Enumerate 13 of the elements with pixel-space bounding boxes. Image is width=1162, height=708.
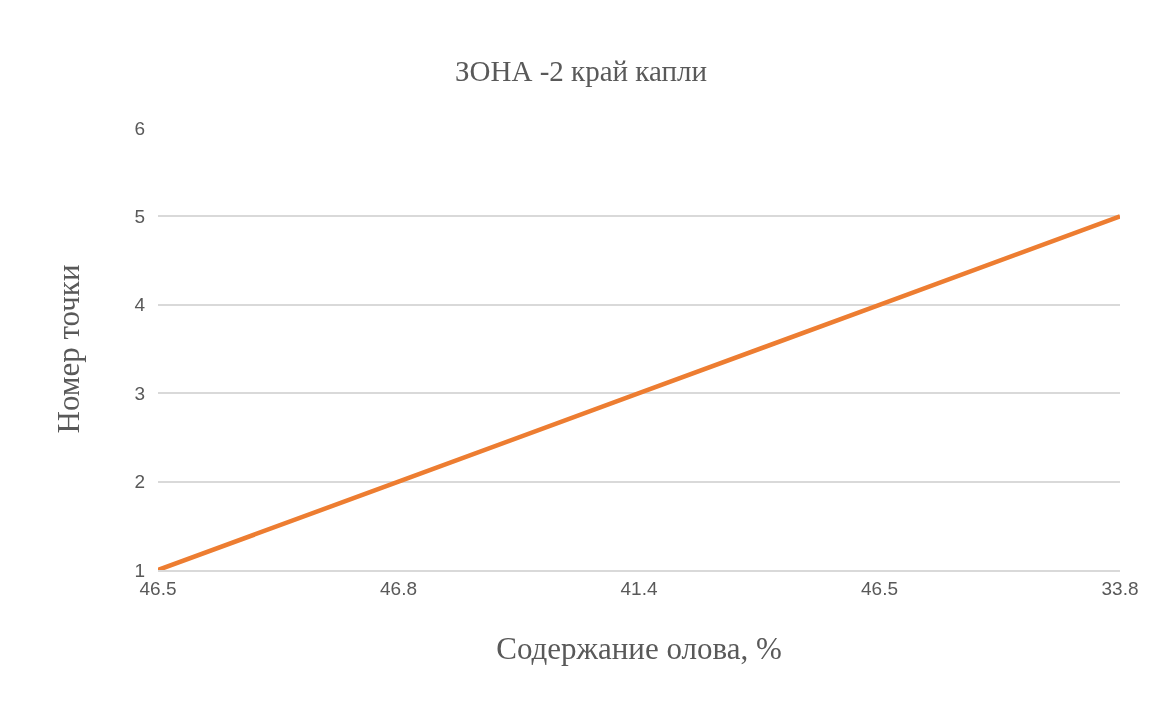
x-tick-label: 46.8 <box>380 577 417 599</box>
x-tick-label: 33.8 <box>1101 577 1139 599</box>
y-tick-label: 3 <box>134 382 145 404</box>
y-tick-label: 6 <box>134 117 145 139</box>
y-axis-title: Номер точки <box>51 264 87 434</box>
y-tick-label: 4 <box>134 294 146 316</box>
y-tick-label: 2 <box>134 471 145 493</box>
chart-title: ЗОНА -2 край капли <box>455 54 707 87</box>
line-series <box>158 214 1120 570</box>
x-axis-title: Содержание олова, % <box>496 631 782 667</box>
x-tick-label: 41.4 <box>620 577 658 599</box>
x-tick-label: 46.5 <box>861 577 898 599</box>
y-tick-label: 5 <box>134 206 145 228</box>
